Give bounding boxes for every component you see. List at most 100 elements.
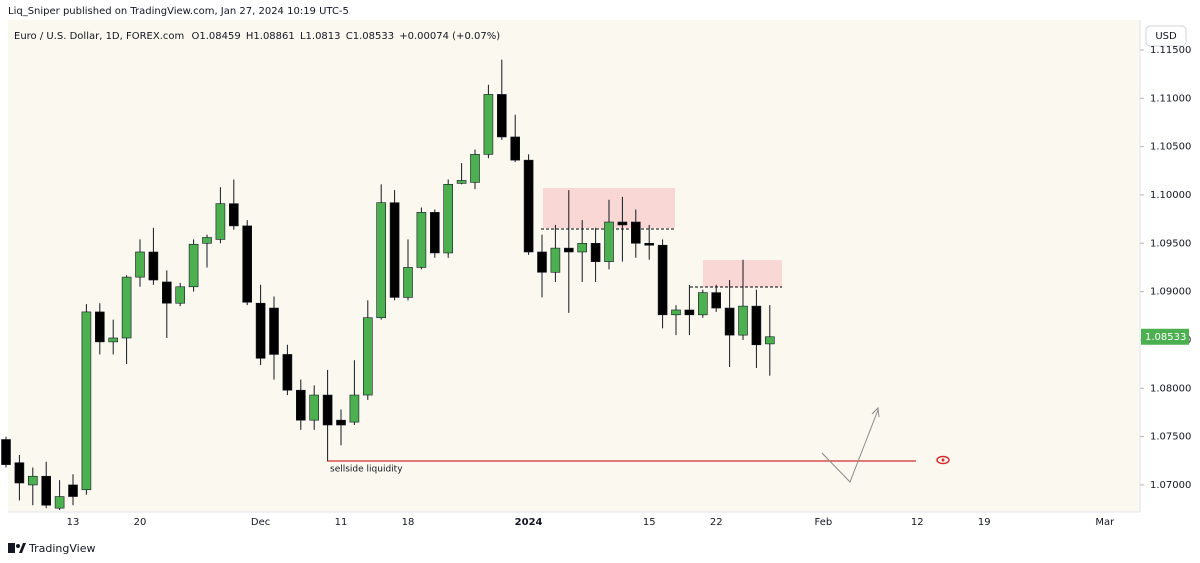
candle-body	[95, 311, 105, 343]
candle-body	[229, 203, 239, 227]
candle-body	[269, 307, 279, 355]
candle-body	[282, 354, 293, 391]
x-tick-label: Mar	[1095, 517, 1115, 528]
x-tick-label: 2024	[515, 517, 543, 528]
ohlc-value: 1.0813	[306, 31, 341, 42]
ohlc-value: 1.08459	[199, 31, 240, 42]
candle-body	[684, 309, 695, 316]
candle-body	[162, 281, 172, 304]
candle-body	[496, 94, 507, 138]
x-tick-label: 15	[643, 517, 656, 528]
y-tick-label: 1.09500	[1150, 238, 1191, 249]
candle-body	[563, 247, 574, 253]
candle-body	[617, 221, 628, 226]
x-tick-label: 12	[911, 517, 924, 528]
projection-arrow	[821, 409, 879, 483]
candle-body	[135, 251, 145, 278]
candle-body	[671, 309, 681, 316]
marks: 1.070001.075001.080001.085001.090001.095…	[1, 45, 1191, 528]
publisher: Liq_Sniper published on TradingView.com,…	[8, 6, 349, 17]
ohlc-label: L	[300, 31, 306, 42]
y-tick-label: 1.11000	[1150, 93, 1191, 104]
last-price-label: 1.08533	[1145, 332, 1186, 343]
x-tick-label: Dec	[251, 517, 270, 528]
visibility-icon[interactable]	[936, 455, 950, 465]
ohlc-label: O	[191, 31, 199, 42]
candle-body	[657, 244, 668, 316]
candle-body	[711, 292, 722, 309]
logo	[16, 544, 20, 548]
candle-body	[738, 305, 748, 336]
symbol: Euro / U.S. Dollar, 1D, FOREX.com	[14, 31, 184, 42]
y-tick-label: 1.10000	[1150, 190, 1191, 201]
x-tick-label: 11	[335, 517, 348, 528]
candle-body	[255, 302, 266, 359]
candle-body	[550, 247, 561, 273]
visibility-icon-dot[interactable]	[941, 458, 945, 462]
ohlc-label: C	[346, 31, 353, 42]
logo	[19, 543, 26, 553]
candle-body	[1, 439, 11, 465]
ohlc-value: 1.08533	[353, 31, 394, 42]
ohlc-value: 1.08861	[253, 31, 294, 42]
y-tick-label: 1.07000	[1150, 480, 1191, 491]
candle-body	[54, 496, 65, 509]
ohlc-label: H	[246, 31, 254, 42]
candle-body	[188, 243, 199, 288]
candle-body	[362, 317, 373, 396]
price-axis-bg	[1140, 20, 1192, 532]
candle-body	[604, 221, 614, 262]
y-tick-label: 1.09000	[1150, 287, 1191, 298]
x-tick-label: 13	[67, 517, 80, 528]
y-tick-label: 1.08000	[1150, 383, 1191, 394]
symbol-header: Euro / U.S. Dollar, 1D, FOREX.com O1.084…	[14, 31, 500, 42]
x-tick-label: 20	[134, 517, 147, 528]
candle-body	[751, 305, 762, 346]
candle-body	[349, 394, 360, 423]
annotation: sellside liquidity	[330, 465, 403, 475]
candle-body	[202, 237, 212, 244]
candle-body	[322, 394, 333, 426]
change: +0.00074 (+0.07%)	[399, 31, 500, 42]
brand: TradingView	[28, 542, 95, 555]
x-tick-label: 18	[402, 517, 415, 528]
candle-body	[403, 267, 413, 298]
candle-body	[376, 202, 387, 319]
x-tick-label: 22	[710, 517, 723, 528]
candle-body	[590, 242, 601, 262]
candle-body	[456, 180, 467, 184]
currency-label[interactable]: USD	[1155, 31, 1177, 42]
candle-body	[510, 136, 521, 161]
candle-body	[724, 307, 735, 336]
candle-body	[336, 419, 346, 426]
y-tick-label: 1.07500	[1150, 432, 1191, 443]
candle-body	[148, 251, 159, 281]
candle-body	[644, 242, 655, 246]
candle-body	[537, 251, 547, 273]
candle-body	[121, 276, 132, 339]
candle-body	[309, 394, 320, 421]
candle-body	[27, 475, 38, 486]
candle-body	[483, 94, 494, 155]
candle-body	[630, 221, 641, 244]
candle-body	[175, 286, 185, 304]
candle-body	[429, 212, 440, 254]
logo	[8, 543, 15, 553]
candle-body	[215, 203, 226, 240]
candle-body	[416, 212, 427, 268]
candle-body	[577, 242, 588, 253]
currency-button[interactable]	[1145, 25, 1187, 47]
candle-body	[295, 389, 306, 421]
candle-body	[443, 184, 454, 254]
candle-body	[523, 159, 534, 253]
x-tick-label: Feb	[815, 517, 833, 528]
candle-body	[68, 484, 78, 497]
candle-body	[764, 336, 775, 345]
arrow-head	[871, 406, 880, 418]
y-tick-label: 1.10500	[1150, 142, 1191, 153]
candle-body	[108, 337, 118, 343]
candle-body	[242, 225, 252, 303]
last-price-box	[1141, 328, 1189, 345]
candle-body	[470, 154, 480, 183]
